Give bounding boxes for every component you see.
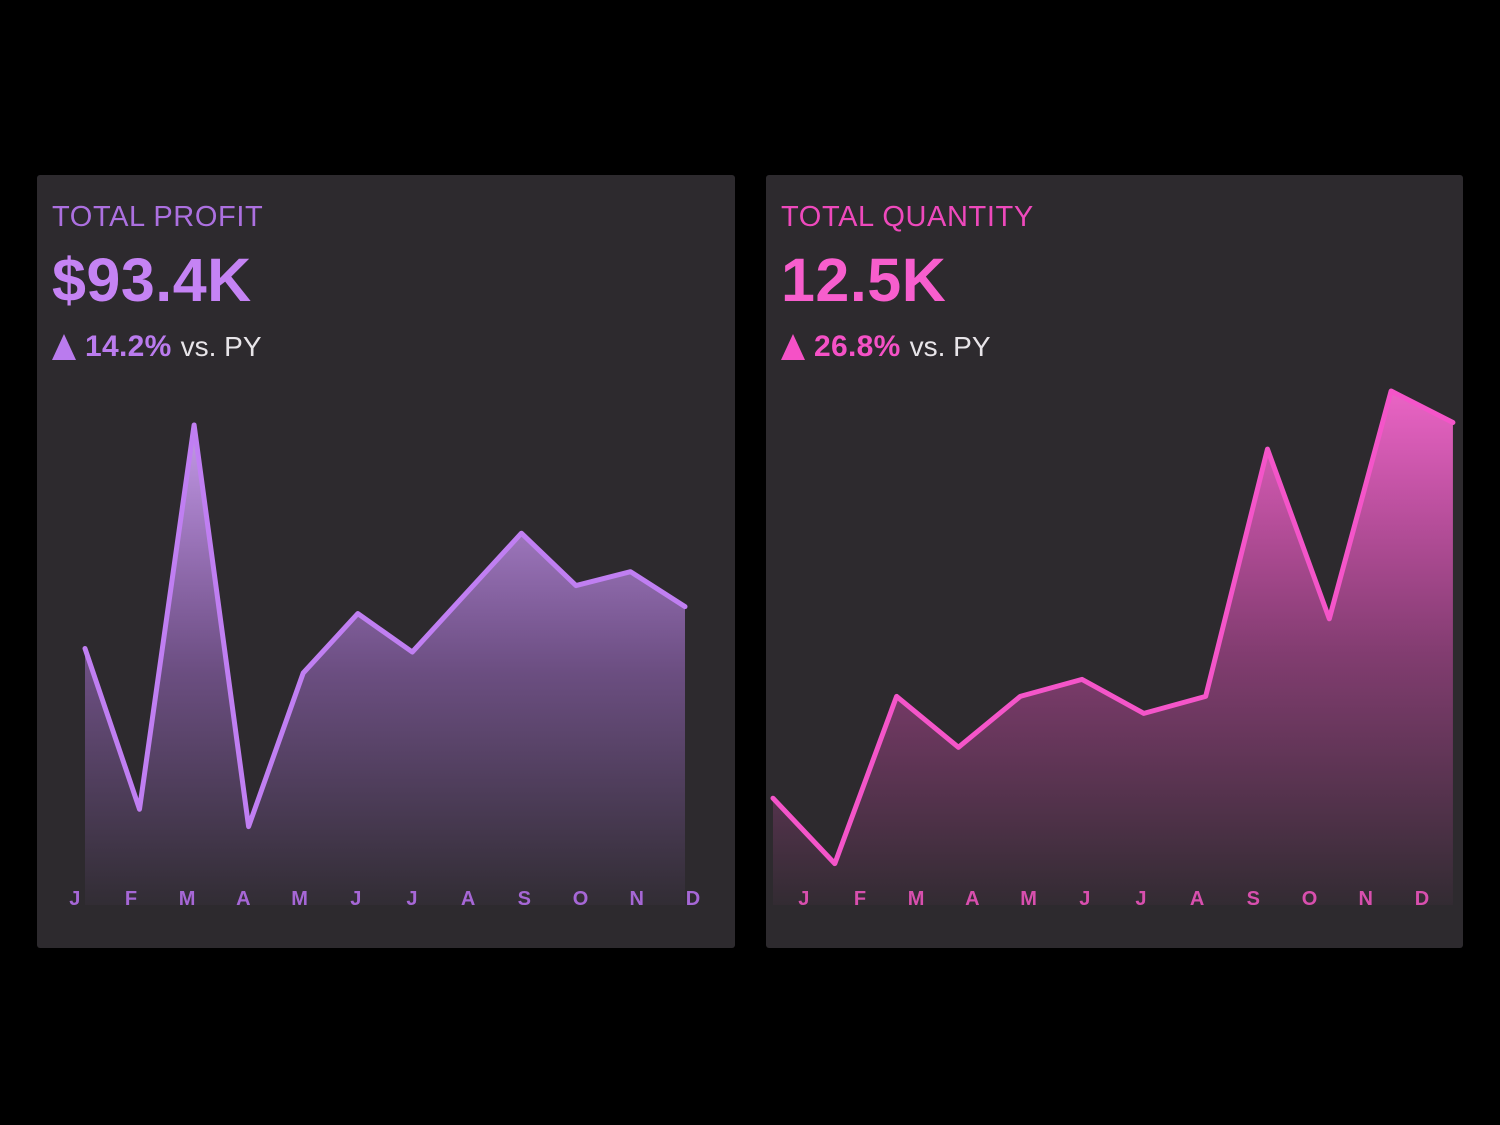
delta-comparison-label: vs. PY bbox=[909, 330, 991, 362]
area-fill bbox=[85, 425, 685, 905]
delta-percent: 26.8% bbox=[814, 329, 901, 363]
area-fill bbox=[772, 391, 1453, 905]
profit-area-chart[interactable] bbox=[37, 175, 735, 948]
kpi-value: $93.4K bbox=[52, 246, 252, 315]
kpi-title: TOTAL QUANTITY bbox=[781, 201, 1034, 233]
kpi-delta-row: 26.8% vs. PY bbox=[781, 330, 1463, 364]
kpi-value: 12.5K bbox=[781, 246, 947, 315]
kpi-header: TOTAL QUANTITY 12.5K 26.8% vs. PY bbox=[766, 175, 1463, 364]
delta-up-icon bbox=[781, 333, 805, 360]
delta-up-icon bbox=[52, 333, 76, 360]
trend-line bbox=[82, 422, 688, 830]
kpi-delta-row: 14.2% vs. PY bbox=[52, 330, 735, 364]
trend-line bbox=[770, 388, 1456, 867]
delta-comparison-label: vs. PY bbox=[180, 330, 262, 362]
quantity-area-chart[interactable] bbox=[766, 175, 1463, 948]
kpi-header: TOTAL PROFIT $93.4K 14.2% vs. PY bbox=[37, 175, 735, 364]
kpi-title: TOTAL PROFIT bbox=[52, 201, 264, 233]
delta-percent: 14.2% bbox=[85, 329, 172, 363]
